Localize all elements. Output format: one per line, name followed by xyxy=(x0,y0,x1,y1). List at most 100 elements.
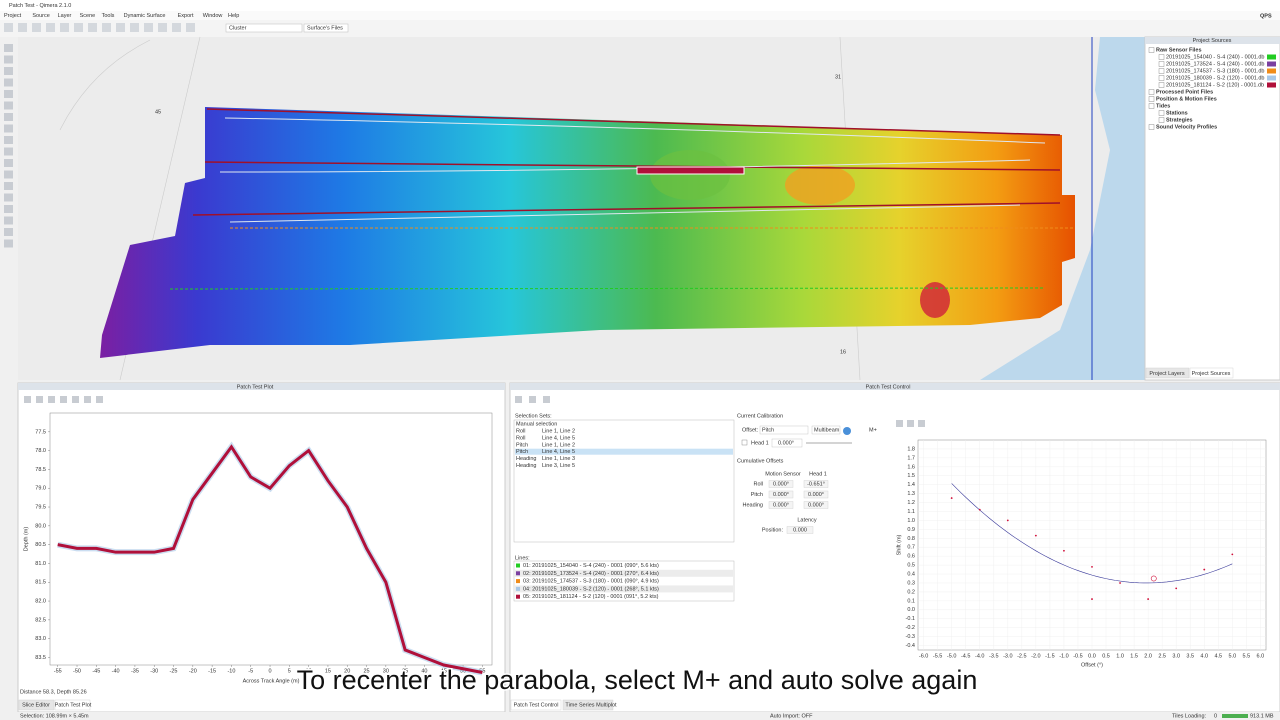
tool-icon[interactable] xyxy=(4,44,13,52)
tool-icon[interactable] xyxy=(32,23,41,32)
checkbox[interactable] xyxy=(1148,124,1155,130)
dropdown-text[interactable]: Multibeam xyxy=(814,427,840,433)
tool-icon[interactable] xyxy=(144,23,153,32)
tree-item[interactable]: 20191025_173524 - S-4 (240) - 0001.db xyxy=(1166,61,1264,67)
menu-item[interactable]: Tools xyxy=(102,13,115,19)
tree-item[interactable]: 20191025_181124 - S-2 (120) - 0001.db xyxy=(1166,82,1264,88)
tool-icon[interactable] xyxy=(60,23,69,32)
tool-icon[interactable] xyxy=(4,90,13,98)
list-item[interactable]: Line 4, Line 5 xyxy=(542,449,575,455)
list-item[interactable]: Line 3, Line 5 xyxy=(542,463,575,469)
tab[interactable] xyxy=(1145,367,1190,379)
tool-icon[interactable] xyxy=(543,396,550,403)
tree-item[interactable]: Strategies xyxy=(1166,117,1193,123)
tool-icon[interactable] xyxy=(102,23,111,32)
tool-icon[interactable] xyxy=(60,396,67,403)
tool-icon[interactable] xyxy=(4,78,13,87)
tool-icon[interactable] xyxy=(172,23,181,32)
checkbox[interactable] xyxy=(1148,47,1155,53)
tab-label[interactable]: Patch Test Plot xyxy=(55,702,92,708)
tool-icon[interactable] xyxy=(158,23,167,32)
list-item[interactable]: Heading xyxy=(516,456,537,462)
tool-icon[interactable] xyxy=(4,55,13,64)
tool-icon[interactable] xyxy=(4,193,13,202)
tab-label[interactable]: Slice Editor xyxy=(22,702,50,708)
selection-list[interactable] xyxy=(513,419,735,543)
list-item[interactable]: 04: 20191025_180039 - S-2 (120) - 0001 (… xyxy=(523,586,659,592)
button[interactable] xyxy=(843,427,851,435)
dropdown[interactable] xyxy=(225,23,303,33)
menu-item[interactable]: Layer xyxy=(58,13,72,19)
tool-icon[interactable] xyxy=(4,147,13,156)
list-item[interactable]: Pitch xyxy=(516,449,528,455)
tab-label[interactable]: Project Layers xyxy=(1149,371,1184,377)
list-item[interactable]: Line 1, Line 2 xyxy=(542,428,575,434)
tool-icon[interactable] xyxy=(84,396,91,403)
tool-icon[interactable] xyxy=(4,239,13,248)
checkbox[interactable] xyxy=(1148,103,1155,109)
tool-icon[interactable] xyxy=(4,101,13,110)
menu-item[interactable]: Dynamic Surface xyxy=(124,13,166,19)
tree-item[interactable]: Position & Motion Files xyxy=(1156,96,1217,102)
dropdown[interactable] xyxy=(811,425,841,435)
list-item[interactable]: Line 1, Line 2 xyxy=(542,442,575,448)
menu-item[interactable]: Scene xyxy=(80,13,96,19)
checkbox[interactable] xyxy=(741,439,748,446)
selected-row[interactable] xyxy=(515,448,733,455)
button-label[interactable]: M+ xyxy=(869,427,877,433)
list-item[interactable]: 05: 20191025_181124 - S-2 (120) - 0001 (… xyxy=(523,594,659,600)
tab[interactable] xyxy=(562,699,614,711)
dropdown[interactable] xyxy=(759,425,809,435)
tool-icon[interactable] xyxy=(24,396,31,403)
list-item[interactable]: Manual selection xyxy=(516,421,557,427)
tool-icon[interactable] xyxy=(4,23,13,32)
spinbox-value[interactable]: 0.000° xyxy=(778,440,794,446)
tool-icon[interactable] xyxy=(72,396,79,403)
checkbox[interactable] xyxy=(1158,54,1165,60)
tab[interactable] xyxy=(1189,367,1234,379)
checkbox[interactable] xyxy=(1158,110,1165,116)
list-item[interactable]: 02: 20191025_173524 - S-4 (240) - 0001 (… xyxy=(523,571,659,577)
list-item[interactable]: Heading xyxy=(516,463,537,469)
tool-icon[interactable] xyxy=(186,23,195,32)
checkbox[interactable] xyxy=(1148,89,1155,95)
tool-icon[interactable] xyxy=(918,420,925,427)
list-item[interactable]: 01: 20191025_154040 - S-4 (240) - 0001 (… xyxy=(523,563,659,569)
tab-label[interactable]: Project Sources xyxy=(1192,371,1231,377)
tool-icon[interactable] xyxy=(4,124,13,133)
selection-box[interactable] xyxy=(636,166,745,175)
dropdown-text[interactable]: Pitch xyxy=(762,427,774,433)
menu-item[interactable]: Source xyxy=(32,13,49,19)
menu-item[interactable]: Project xyxy=(4,13,22,19)
tool-icon[interactable] xyxy=(4,159,13,167)
checkbox[interactable] xyxy=(1158,117,1165,123)
tool-icon[interactable] xyxy=(88,23,97,32)
tool-icon[interactable] xyxy=(96,396,103,403)
tab-label[interactable]: Time Series Multiplot xyxy=(565,702,617,708)
tree-item[interactable]: Tides xyxy=(1156,103,1170,109)
tab[interactable] xyxy=(18,699,55,711)
spinbox[interactable] xyxy=(771,438,803,448)
tool-icon[interactable] xyxy=(48,396,55,403)
checkbox[interactable] xyxy=(1158,68,1165,74)
tool-icon[interactable] xyxy=(515,396,522,403)
tool-icon[interactable] xyxy=(4,67,13,75)
tool-icon[interactable] xyxy=(36,396,43,403)
checkbox[interactable] xyxy=(1158,82,1165,88)
tool-icon[interactable] xyxy=(896,420,903,427)
list-item[interactable]: Roll xyxy=(516,435,525,441)
tool-icon[interactable] xyxy=(4,205,13,213)
lines-list[interactable] xyxy=(513,560,735,602)
tool-icon[interactable] xyxy=(74,23,83,32)
tree-item[interactable]: Stations xyxy=(1166,110,1188,116)
menu-item[interactable]: Export xyxy=(178,13,194,19)
tool-icon[interactable] xyxy=(130,23,139,32)
tab-label[interactable]: Patch Test Control xyxy=(514,702,559,708)
tool-icon[interactable] xyxy=(907,420,914,427)
list-item[interactable]: 03: 20191025_174537 - S-3 (180) - 0001 (… xyxy=(523,579,659,585)
tool-icon[interactable] xyxy=(46,23,55,32)
tool-icon[interactable] xyxy=(4,182,13,190)
tree-item[interactable]: 20191025_174537 - S-3 (180) - 0001.db xyxy=(1166,68,1264,74)
checkbox[interactable] xyxy=(1148,96,1155,102)
checkbox[interactable] xyxy=(1158,75,1165,81)
